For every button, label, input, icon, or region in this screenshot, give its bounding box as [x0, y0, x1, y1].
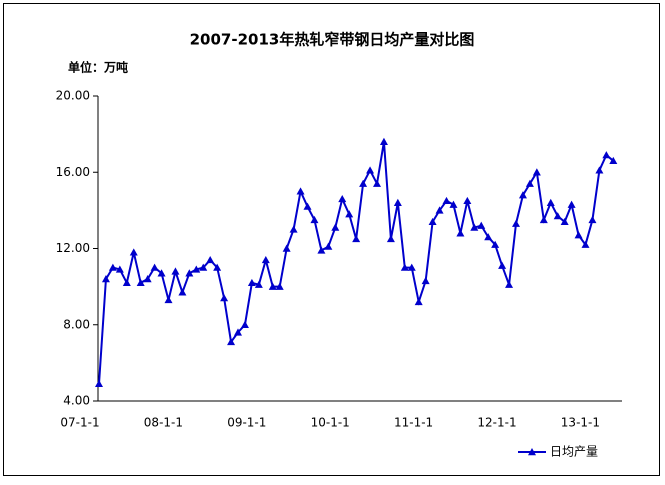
- x-tick-label: 10-1-1: [311, 416, 350, 430]
- point-marker: [310, 215, 319, 224]
- point-marker: [477, 221, 486, 229]
- point-marker: [470, 223, 479, 231]
- point-marker: [185, 269, 194, 277]
- legend-label: 日均产量: [550, 445, 598, 459]
- point-marker: [505, 280, 514, 288]
- point-marker: [338, 194, 347, 203]
- point-marker: [296, 187, 305, 195]
- point-marker: [234, 328, 242, 336]
- point-marker: [115, 265, 124, 273]
- point-marker: [192, 265, 201, 273]
- point-marker: [546, 198, 555, 206]
- y-tick-label: 20.00: [56, 89, 90, 103]
- x-tick-label: 13-1-1: [561, 416, 600, 430]
- x-tick-label: 07-1-1: [60, 416, 99, 430]
- point-marker: [407, 263, 416, 271]
- point-marker: [220, 294, 229, 302]
- point-marker: [129, 248, 138, 256]
- point-marker: [150, 263, 159, 271]
- point-marker: [324, 242, 333, 250]
- point-marker: [498, 261, 507, 269]
- point-marker: [101, 275, 110, 283]
- point-marker: [282, 244, 291, 252]
- point-marker: [449, 200, 458, 208]
- point-marker: [428, 217, 437, 226]
- point-marker: [484, 233, 493, 241]
- point-marker: [400, 263, 409, 271]
- point-marker: [595, 166, 604, 174]
- point-marker: [539, 215, 548, 224]
- x-tick-label: 11-1-1: [394, 416, 433, 430]
- unit-label: 单位：万吨: [68, 60, 128, 75]
- point-marker: [414, 297, 423, 306]
- point-marker: [518, 191, 527, 199]
- point-marker: [275, 282, 284, 290]
- point-marker: [247, 278, 256, 287]
- point-marker: [331, 223, 340, 231]
- point-marker: [303, 202, 312, 210]
- point-marker: [581, 240, 590, 248]
- point-marker: [199, 263, 208, 271]
- point-marker: [609, 156, 618, 165]
- point-marker: [254, 280, 263, 288]
- point-marker: [136, 278, 145, 287]
- chart-title: 2007-2013年热轧窄带钢日均产量对比图: [190, 31, 475, 49]
- point-marker: [386, 234, 395, 243]
- point-marker: [359, 179, 368, 187]
- point-marker: [227, 337, 236, 346]
- point-marker: [240, 320, 249, 328]
- point-marker: [456, 229, 465, 237]
- point-marker: [366, 166, 375, 174]
- point-marker: [525, 179, 534, 187]
- point-marker: [213, 263, 222, 271]
- point-marker: [442, 196, 451, 205]
- legend-marker: [528, 448, 536, 456]
- point-marker: [602, 151, 611, 159]
- y-tick-label: 8.00: [63, 317, 90, 331]
- point-marker: [379, 137, 388, 145]
- y-tick-label: 16.00: [56, 165, 90, 179]
- point-marker: [143, 275, 152, 283]
- point-marker: [164, 295, 173, 304]
- point-marker: [491, 240, 500, 248]
- point-marker: [512, 219, 520, 227]
- y-tick-label: 12.00: [56, 241, 90, 255]
- point-marker: [463, 196, 472, 205]
- y-tick-label: 4.00: [63, 394, 90, 408]
- point-marker: [532, 168, 541, 176]
- point-marker: [317, 246, 326, 254]
- point-marker: [588, 215, 597, 224]
- point-marker: [268, 282, 277, 290]
- point-marker: [157, 269, 166, 277]
- x-tick-label: 08-1-1: [144, 416, 183, 430]
- point-marker: [352, 234, 361, 243]
- point-marker: [206, 255, 215, 264]
- point-marker: [421, 276, 430, 285]
- point-marker: [574, 231, 583, 239]
- point-marker: [435, 206, 444, 214]
- point-marker: [373, 179, 381, 187]
- point-marker: [122, 278, 131, 287]
- point-marker: [108, 263, 117, 271]
- x-tick-label: 12-1-1: [477, 416, 516, 430]
- point-marker: [567, 200, 576, 208]
- point-marker: [261, 255, 270, 264]
- point-marker: [95, 379, 103, 388]
- x-tick-label: 09-1-1: [227, 416, 266, 430]
- point-marker: [393, 198, 402, 206]
- point-marker: [553, 212, 562, 220]
- point-marker: [560, 217, 569, 226]
- point-marker: [171, 267, 180, 275]
- point-marker: [178, 288, 187, 296]
- point-marker: [289, 225, 298, 233]
- point-marker: [345, 210, 354, 218]
